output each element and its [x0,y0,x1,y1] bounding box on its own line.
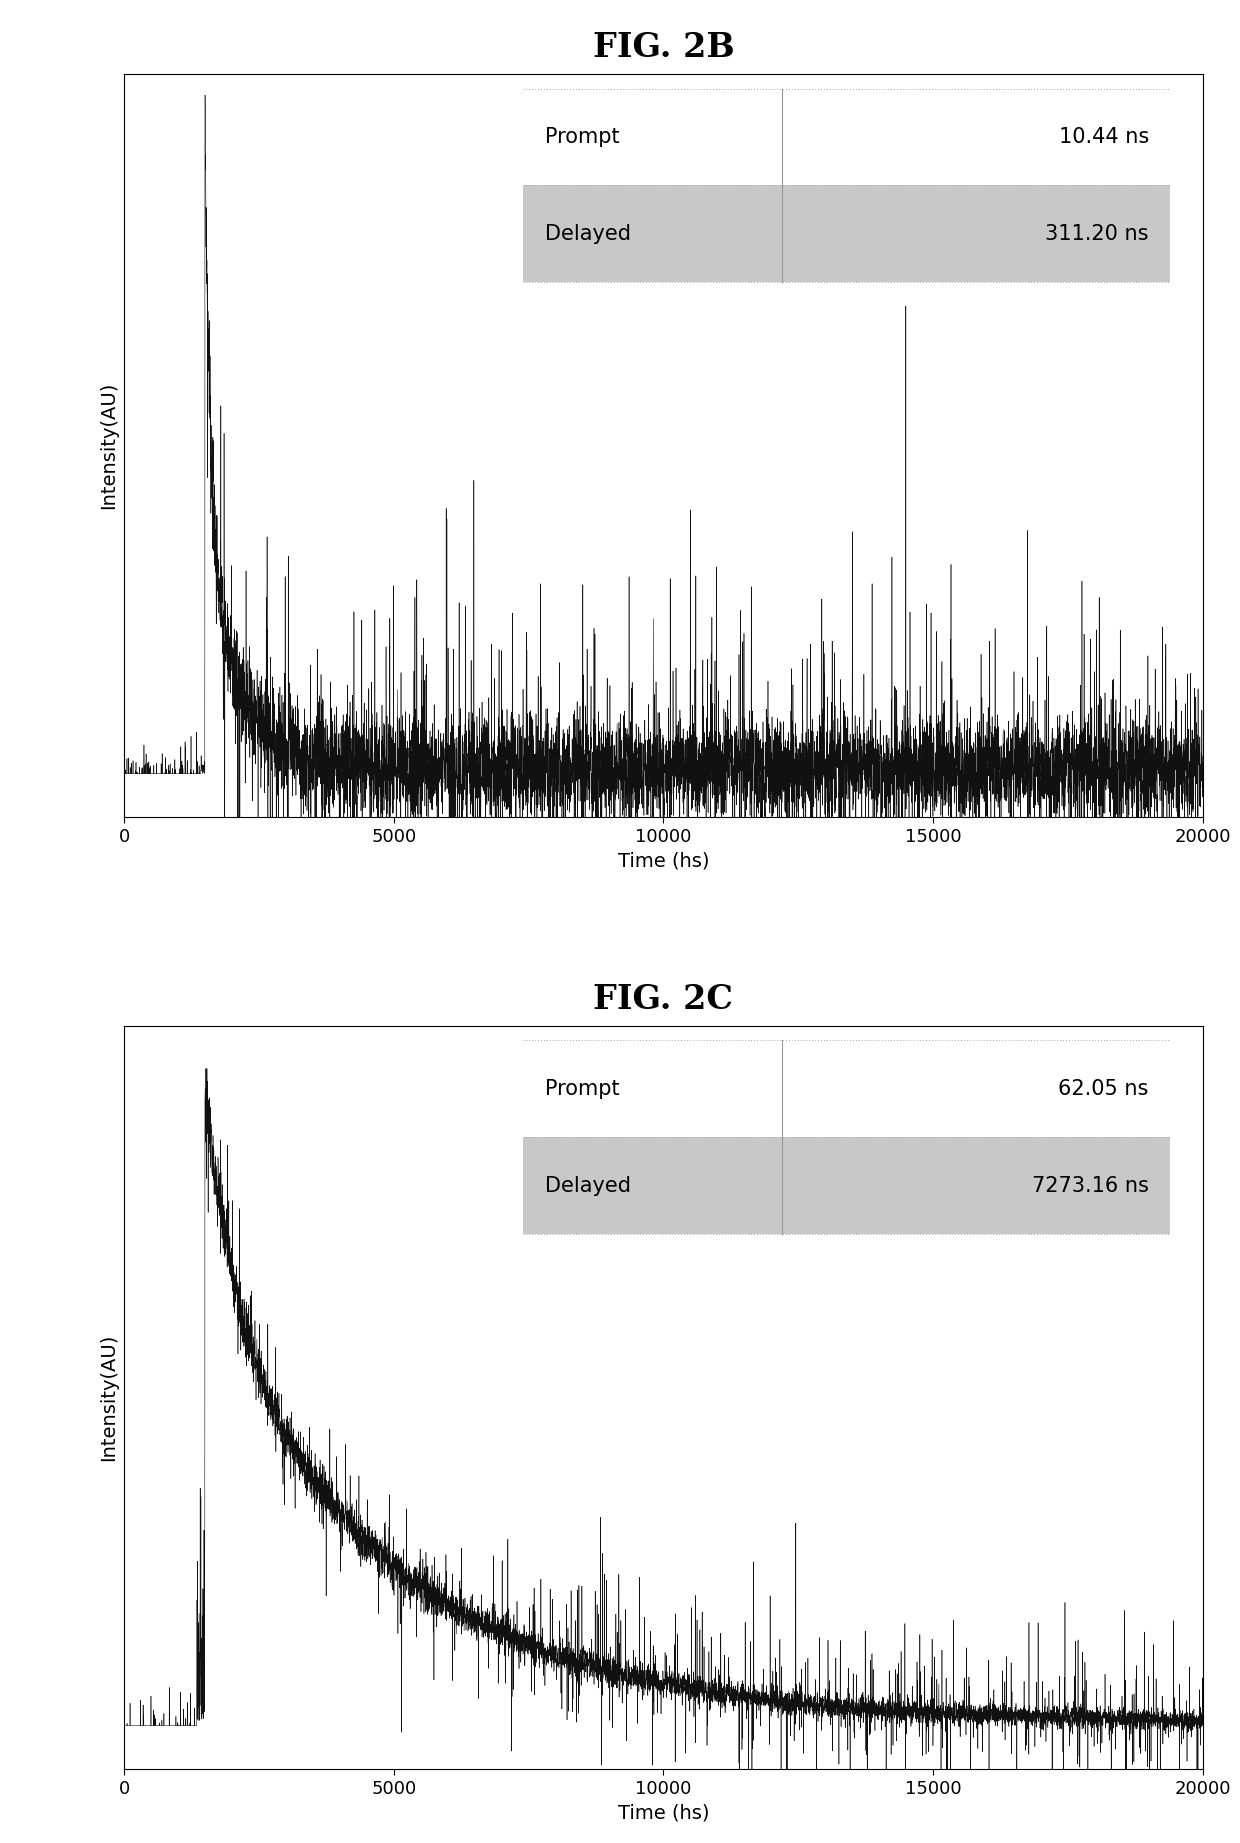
FancyBboxPatch shape [523,88,1171,186]
Text: Delayed: Delayed [544,223,631,243]
Title: FIG. 2B: FIG. 2B [593,31,734,65]
Text: Delayed: Delayed [544,1176,631,1196]
FancyBboxPatch shape [523,1137,1171,1233]
FancyBboxPatch shape [523,1041,1171,1137]
Y-axis label: Intensity(AU): Intensity(AU) [99,1334,119,1461]
Text: Prompt: Prompt [544,127,619,147]
Text: 10.44 ns: 10.44 ns [1059,127,1148,147]
Y-axis label: Intensity(AU): Intensity(AU) [99,382,119,509]
FancyBboxPatch shape [523,186,1171,282]
Text: 311.20 ns: 311.20 ns [1045,223,1148,243]
X-axis label: Time (hs): Time (hs) [618,851,709,870]
X-axis label: Time (hs): Time (hs) [618,1802,709,1823]
Text: 62.05 ns: 62.05 ns [1059,1078,1148,1098]
Title: FIG. 2C: FIG. 2C [594,982,733,1015]
Text: Prompt: Prompt [544,1078,619,1098]
Text: 7273.16 ns: 7273.16 ns [1032,1176,1148,1196]
